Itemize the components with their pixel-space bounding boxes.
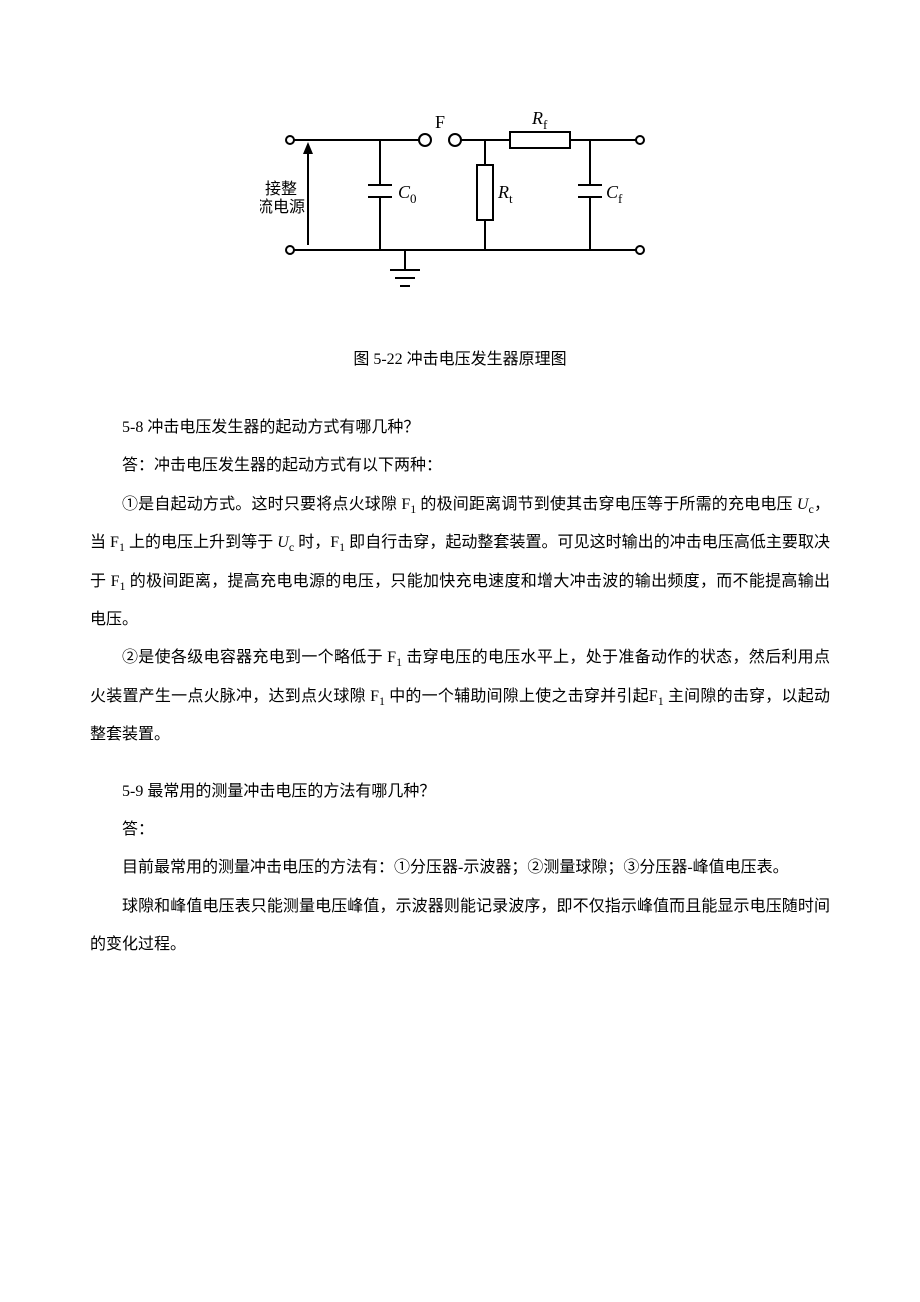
circuit-diagram: F C0 Rt Rf Cf 接整 流电源 图 5-22 冲击电压发生器原理图 bbox=[90, 100, 830, 369]
diagram-caption: 图 5-22 冲击电压发生器原理图 bbox=[90, 345, 830, 369]
circuit-svg: F C0 Rt Rf Cf 接整 流电源 bbox=[260, 100, 660, 310]
q58-question: 5-8 冲击电压发生器的起动方式有哪几种？ bbox=[90, 409, 830, 447]
q58-p1: ①是自起动方式。这时只要将点火球隙 F1 的极间距离调节到使其击穿电压等于所需的… bbox=[90, 486, 830, 640]
label-Rf: Rf bbox=[531, 108, 548, 132]
label-source-2: 流电源 bbox=[260, 198, 305, 216]
label-Rt: Rt bbox=[497, 182, 513, 206]
q58-p2: ②是使各级电容器充电到一个略低于 F1 击穿电压的电压水平上，处于准备动作的状态… bbox=[90, 639, 830, 754]
label-source-1: 接整 bbox=[265, 180, 297, 198]
q59-p2: 球隙和峰值电压表只能测量电压峰值，示波器则能记录波序，即不仅指示峰值而且能显示电… bbox=[90, 888, 830, 965]
q59-question: 5-9 最常用的测量冲击电压的方法有哪几种？ bbox=[90, 773, 830, 811]
q58-answer-lead: 答：冲击电压发生器的起动方式有以下两种： bbox=[90, 447, 830, 485]
q59-p1: 目前最常用的测量冲击电压的方法有：①分压器-示波器；②测量球隙；③分压器-峰值电… bbox=[90, 849, 830, 887]
label-C0: C0 bbox=[398, 182, 417, 206]
q59-answer-lead: 答： bbox=[90, 811, 830, 849]
label-F: F bbox=[435, 112, 445, 132]
label-Cf: Cf bbox=[606, 182, 623, 206]
